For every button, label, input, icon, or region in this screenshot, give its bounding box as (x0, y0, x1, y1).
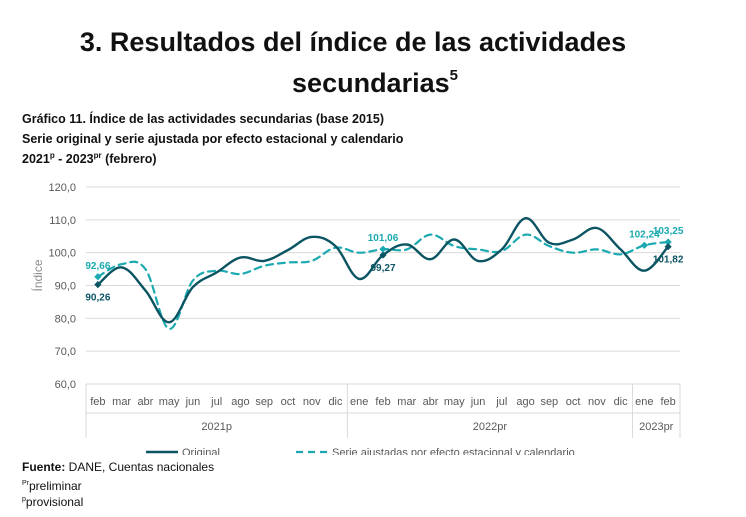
y-tick-label: 70,0 (55, 346, 76, 358)
x-tick-label: oct (281, 396, 296, 408)
x-tick-label: ago (516, 396, 534, 408)
x-tick-label: abr (137, 396, 153, 408)
footnote-text-preliminar: preliminar (29, 479, 82, 493)
x-tick-label: mar (112, 396, 131, 408)
chart-caption-line1: Gráfico 11. Índice de las actividades se… (22, 112, 384, 126)
x-tick-label: jul (495, 396, 507, 408)
x-tick-label: nov (303, 396, 321, 408)
caption-sup-pr: pr (93, 151, 102, 160)
data-label: 102,24 (629, 229, 660, 240)
year-group-label: 2022pr (473, 421, 508, 433)
x-tick-label: sep (255, 396, 273, 408)
footnote-provisional: pprovisional (22, 492, 83, 510)
data-label: 103,25 (653, 226, 684, 237)
x-tick-label: dic (328, 396, 343, 408)
x-tick-label: sep (540, 396, 558, 408)
source-text: DANE, Cuentas nacionales (65, 460, 215, 474)
caption-sup-p: p (49, 151, 55, 160)
y-tick-label: 90,0 (55, 281, 76, 293)
x-tick-label: jul (210, 396, 222, 408)
y-tick-label: 110,0 (49, 215, 76, 227)
year-group-label: 2023pr (639, 421, 674, 433)
x-tick-label: nov (588, 396, 606, 408)
caption-month: (febrero) (101, 152, 157, 166)
footnote-mark-p: p (22, 496, 26, 503)
caption-year-start: 2021 (22, 152, 50, 166)
y-axis-title: Índice (30, 259, 45, 291)
year-group-label: 2021p (201, 421, 232, 433)
x-tick-label: jun (470, 396, 486, 408)
y-tick-label: 100,0 (48, 248, 76, 260)
legend-adjusted-label: Serie ajustadas por efecto estacional y … (332, 447, 575, 455)
x-tick-label: dic (614, 396, 629, 408)
data-point-marker (664, 243, 672, 251)
line-chart: 60,0 70,0 80,0 90,0 100,0 110,0 120,0 Índice feb… (30, 182, 684, 455)
x-tick-label: ago (231, 396, 249, 408)
chart-caption-line3: 2021p - 2023pr (febrero) (22, 148, 157, 167)
y-tick-label: 80,0 (55, 313, 76, 325)
y-tick-label: 120,0 (48, 182, 76, 194)
page-title: 3. Resultados del índice de las activida… (0, 25, 726, 59)
x-tick-label: feb (660, 396, 675, 408)
title-footnote-mark: 5 (449, 67, 458, 84)
data-label: 92,66 (85, 261, 110, 272)
legend-original-label: Original (182, 447, 220, 455)
source-note: Fuente: DANE, Cuentas nacionales (22, 460, 214, 475)
x-tick-label: mar (397, 396, 416, 408)
x-tick-label: jun (185, 396, 201, 408)
footnote-text-provisional: provisional (25, 495, 84, 509)
data-label: 99,27 (370, 263, 395, 274)
data-point-marker (640, 241, 648, 249)
page-title-line2: secundarias (292, 68, 450, 98)
x-tick-label: may (159, 396, 180, 408)
x-tick-label: oct (566, 396, 581, 408)
data-label: 101,06 (368, 233, 399, 244)
page-title-line1: 3. Resultados del índice de las activida… (79, 27, 627, 57)
data-label: 90,26 (85, 293, 110, 304)
data-point-marker (379, 245, 387, 253)
caption-year-end: - 2023 (54, 152, 94, 166)
footnote-preliminar: Prpreliminar (22, 476, 82, 494)
y-tick-label: 60,0 (55, 379, 76, 391)
x-tick-label: feb (90, 396, 105, 408)
x-tick-label: ene (635, 396, 653, 408)
footnote-mark-pr: Pr (22, 480, 29, 487)
x-tick-label: ene (350, 396, 368, 408)
data-point-marker (664, 238, 672, 246)
x-tick-label: feb (375, 396, 390, 408)
x-tick-label: may (444, 396, 465, 408)
page-title-second-line: secundarias5 (2, 59, 746, 100)
x-tick-label: abr (423, 396, 439, 408)
source-label: Fuente: (22, 460, 66, 474)
chart-caption-line2: Serie original y serie ajustada por efec… (22, 132, 404, 146)
data-label: 101,82 (653, 255, 684, 266)
